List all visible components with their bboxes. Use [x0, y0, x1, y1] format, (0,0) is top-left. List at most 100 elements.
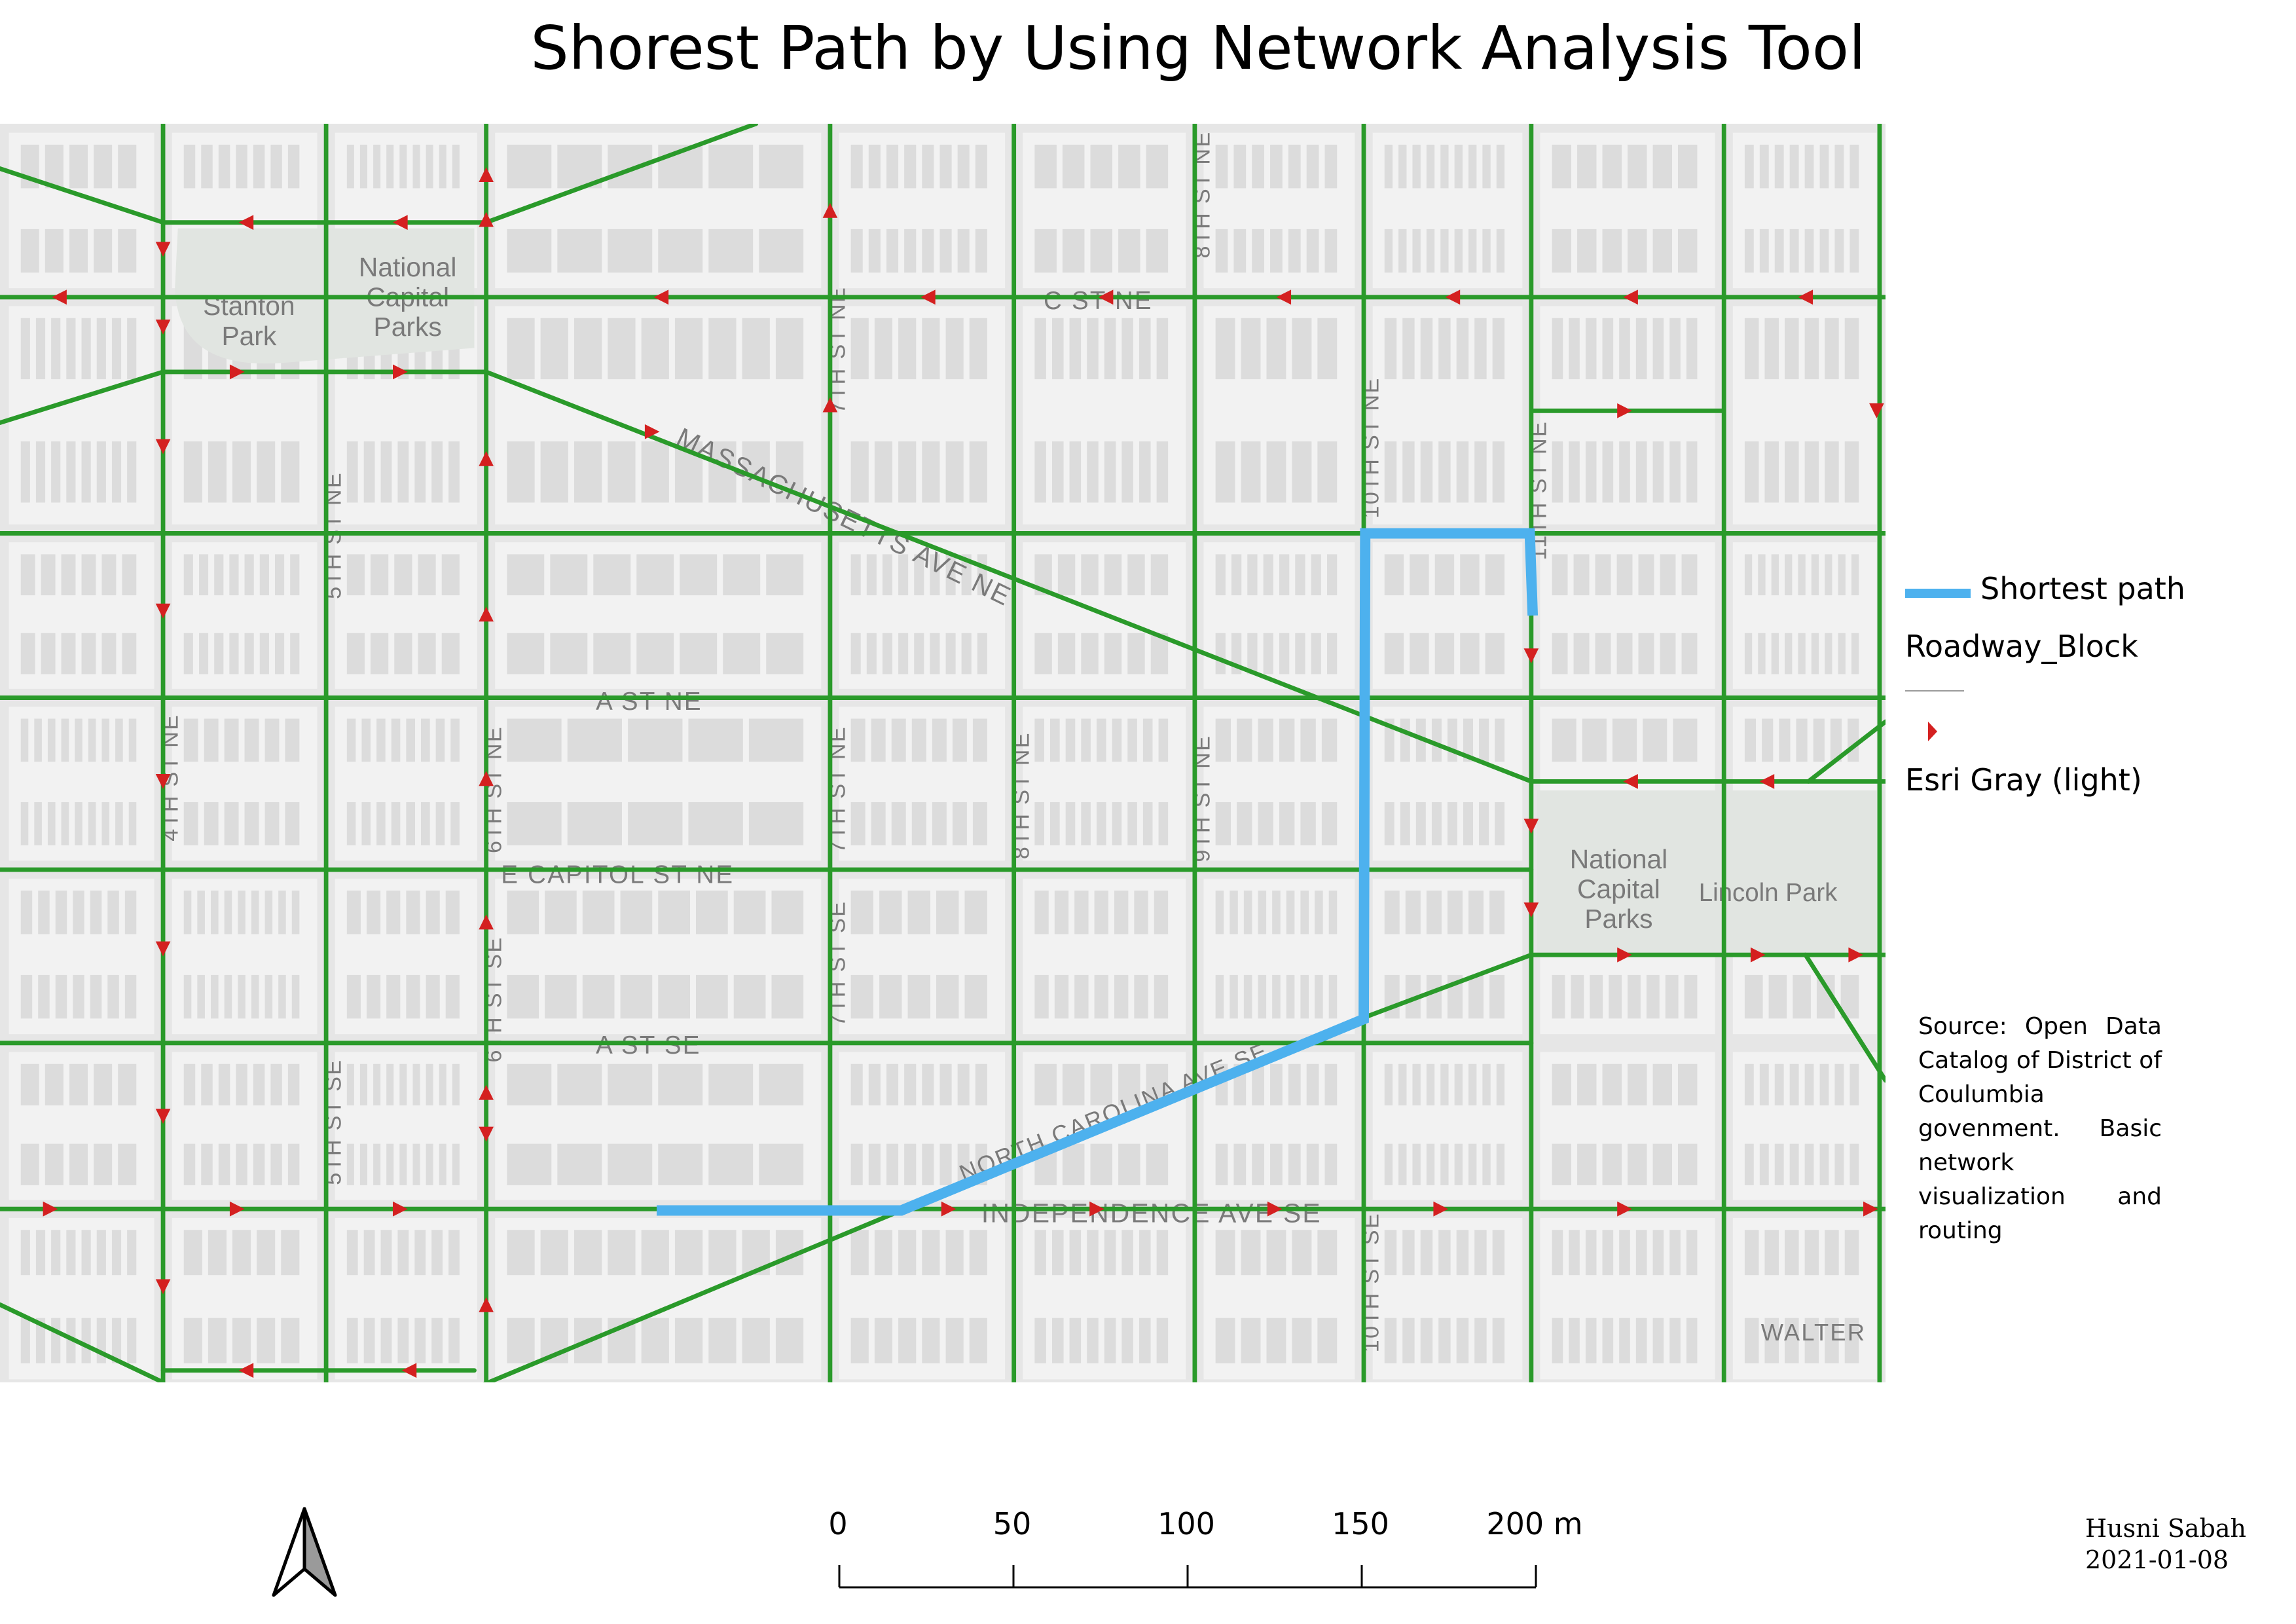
building	[1087, 1230, 1099, 1276]
building	[1412, 1063, 1421, 1106]
building	[1595, 633, 1611, 674]
building	[1328, 891, 1338, 934]
building	[1154, 974, 1169, 1019]
building	[507, 144, 552, 189]
building	[35, 441, 46, 503]
building	[414, 1230, 426, 1276]
building	[1764, 1230, 1779, 1276]
building	[907, 974, 930, 1019]
building	[346, 1230, 358, 1276]
building	[964, 974, 987, 1019]
building	[922, 1143, 934, 1185]
building	[406, 891, 420, 934]
building	[945, 1318, 964, 1363]
building	[1496, 1143, 1505, 1185]
street-label-c-st-ne: C ST NE	[1044, 287, 1153, 315]
building	[975, 144, 987, 189]
building	[708, 144, 754, 189]
building	[1127, 718, 1137, 762]
building	[371, 554, 389, 596]
building	[367, 891, 381, 934]
building	[1398, 1143, 1407, 1185]
building	[939, 1143, 952, 1185]
legend-label-roadway-block: Roadway_Block	[1905, 629, 2138, 664]
building	[1272, 974, 1281, 1019]
park-label-national-capital-parks-right: National	[1570, 844, 1667, 874]
building	[557, 229, 602, 273]
building	[386, 1063, 394, 1106]
building	[507, 802, 562, 845]
building	[1678, 229, 1698, 273]
building	[1628, 1143, 1647, 1185]
building	[708, 441, 737, 503]
building	[977, 633, 987, 674]
building	[871, 718, 886, 762]
building	[1489, 974, 1505, 1019]
building	[1684, 974, 1698, 1019]
building	[1552, 144, 1571, 189]
building	[1104, 1230, 1116, 1276]
building	[1456, 318, 1469, 380]
building	[1552, 1143, 1571, 1185]
building	[1324, 1143, 1338, 1185]
building	[290, 633, 300, 674]
building	[285, 718, 300, 762]
building	[183, 1230, 202, 1276]
map-frame[interactable]: MASSACHUSETTS AVE NE C ST NE A ST NE E CAPI…	[0, 124, 1886, 1382]
direction-arrow	[822, 397, 838, 413]
park-label-national-capital-parks-right: Parks	[1584, 904, 1652, 934]
building	[1686, 1230, 1698, 1276]
direction-arrow	[1848, 947, 1864, 963]
direction-arrow	[1523, 648, 1539, 664]
building	[1804, 144, 1814, 189]
building	[1420, 318, 1433, 380]
building	[1482, 229, 1491, 273]
building	[1686, 1318, 1698, 1363]
building	[259, 633, 269, 674]
building	[406, 718, 415, 762]
building	[386, 144, 394, 189]
building	[1434, 554, 1455, 596]
building	[886, 1063, 899, 1106]
building	[1796, 718, 1808, 762]
building	[1230, 974, 1238, 1019]
direction-arrow	[644, 424, 660, 439]
building	[101, 718, 110, 762]
building	[1410, 633, 1429, 674]
building	[1270, 144, 1283, 189]
building	[359, 144, 368, 189]
building	[1286, 974, 1295, 1019]
building	[20, 974, 33, 1019]
building	[1759, 1143, 1769, 1185]
building	[1628, 144, 1647, 189]
building	[101, 554, 117, 596]
building	[1034, 974, 1049, 1019]
building	[1474, 1318, 1487, 1363]
building	[1104, 554, 1122, 596]
building	[55, 891, 67, 934]
building	[201, 1143, 213, 1185]
building	[1804, 1143, 1814, 1185]
building	[723, 554, 761, 596]
building	[232, 1318, 251, 1363]
building	[850, 1143, 863, 1185]
building	[45, 144, 64, 189]
building	[775, 1318, 804, 1363]
shortest-path-line[interactable]	[657, 528, 1539, 1216]
building	[608, 1143, 653, 1185]
building	[1065, 718, 1076, 762]
building	[1306, 229, 1319, 273]
building	[1440, 1143, 1449, 1185]
building	[51, 1318, 61, 1363]
building	[922, 1318, 940, 1363]
building	[264, 802, 280, 845]
building	[1552, 1063, 1571, 1106]
building	[1104, 633, 1122, 674]
building	[278, 974, 286, 1019]
map-canvas[interactable]: MASSACHUSETTS AVE NEC ST NEA ST NEE CAPI…	[0, 124, 1886, 1382]
building	[1412, 229, 1421, 273]
building	[1252, 1063, 1264, 1106]
legend-item-roadway-block: Roadway_Block	[1905, 616, 2219, 747]
building	[1118, 1063, 1140, 1106]
building	[1426, 974, 1442, 1019]
